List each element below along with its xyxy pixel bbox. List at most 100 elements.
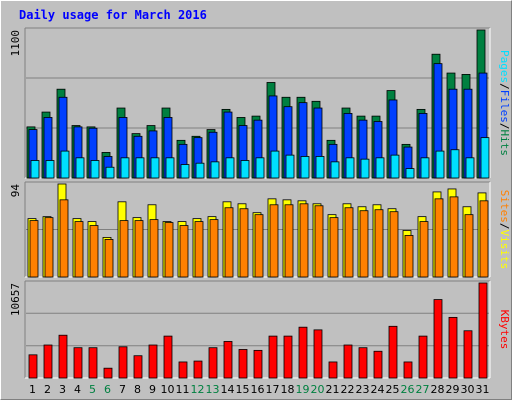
sites-bar-24: [374, 209, 384, 278]
sites-bar-23: [359, 210, 369, 278]
day-label-11: 11: [176, 383, 190, 396]
day-label-13: 13: [206, 383, 220, 396]
kbytes-bar-30: [463, 330, 473, 379]
pages-bar-23: [360, 158, 370, 179]
day-label-16: 16: [251, 383, 265, 396]
kbytes-bar-12: [193, 360, 203, 379]
kbytes-bar-14: [223, 341, 233, 379]
day-label-23: 23: [356, 383, 370, 396]
hits-legend-part-1: /: [498, 83, 511, 90]
pages-bar-12: [195, 162, 205, 179]
kbytes-bar-24: [373, 350, 383, 379]
pages-bar-22: [345, 157, 355, 179]
sites-bar-14: [224, 207, 234, 278]
day-label-9: 9: [149, 383, 156, 396]
day-label-15: 15: [236, 383, 250, 396]
day-label-18: 18: [281, 383, 295, 396]
pages-bar-24: [375, 157, 385, 179]
visits-legend-part-2: Visits: [498, 230, 511, 270]
kbytes-bar-9: [148, 344, 158, 379]
day-label-7: 7: [119, 383, 126, 396]
day-label-24: 24: [371, 383, 385, 396]
pages-bar-27: [420, 157, 430, 179]
kbytes-bar-6: [103, 367, 113, 379]
kbytes-bar-7: [118, 346, 128, 379]
pages-bar-26: [405, 168, 415, 179]
pages-bar-5: [90, 160, 100, 179]
kbytes-bar-22: [343, 344, 353, 379]
day-label-10: 10: [161, 383, 175, 396]
day-label-20: 20: [311, 383, 325, 396]
sites-bar-21: [329, 217, 339, 278]
kbytes-bar-20: [313, 329, 323, 379]
kbytes-bar-1: [28, 354, 38, 379]
pages-bar-3: [60, 150, 70, 179]
kbytes-bar-15: [238, 349, 248, 379]
kbytes-bar-3: [58, 334, 68, 379]
visits-legend: Sites/Visits: [498, 190, 511, 270]
hits-ymax-label: 1100: [9, 30, 22, 57]
kbytes-legend-part-0: KBytes: [498, 310, 511, 350]
pages-bar-29: [450, 149, 460, 179]
kbytes-bar-17: [268, 335, 278, 379]
pages-bar-21: [330, 161, 340, 179]
sites-bar-4: [74, 221, 84, 278]
hits-legend-part-2: Files: [498, 90, 511, 123]
sites-bar-29: [449, 196, 459, 278]
kbytes-bar-4: [73, 347, 83, 379]
kbytes-bar-27: [418, 335, 428, 379]
kbytes-bar-2: [43, 344, 53, 379]
sites-bar-31: [479, 200, 489, 278]
day-label-19: 19: [296, 383, 310, 396]
kbytes-bar-21: [328, 361, 338, 379]
hits-legend-part-4: Hits: [498, 130, 511, 157]
sites-bar-6: [104, 239, 114, 278]
kbytes-bar-26: [403, 361, 413, 379]
sites-bar-15: [239, 208, 249, 278]
sites-bar-16: [254, 214, 264, 278]
day-label-26: 26: [401, 383, 415, 396]
pages-bar-13: [210, 161, 220, 179]
sites-bar-19: [299, 203, 309, 278]
sites-bar-13: [209, 219, 219, 278]
pages-bar-6: [105, 166, 115, 179]
kbytes-bar-8: [133, 355, 143, 379]
day-label-30: 30: [461, 383, 475, 396]
pages-bar-28: [435, 150, 445, 179]
pages-bar-7: [120, 157, 130, 179]
sites-bar-5: [89, 225, 99, 278]
day-label-12: 12: [191, 383, 205, 396]
day-label-5: 5: [89, 383, 96, 396]
pages-bar-16: [255, 157, 265, 179]
day-label-31: 31: [476, 383, 490, 396]
kbytes-bar-18: [283, 335, 293, 379]
kbytes-bar-23: [358, 347, 368, 379]
day-label-1: 1: [29, 383, 36, 396]
sites-bar-8: [134, 220, 144, 278]
sites-bar-18: [284, 204, 294, 278]
kbytes-bar-31: [478, 282, 488, 379]
sites-bar-22: [344, 207, 354, 278]
sites-bar-20: [314, 205, 324, 278]
day-label-2: 2: [44, 383, 51, 396]
sites-bar-11: [179, 225, 189, 278]
day-label-21: 21: [326, 383, 340, 396]
sites-bar-27: [419, 221, 429, 278]
sites-bar-26: [404, 235, 414, 278]
kbytes-bar-28: [433, 299, 443, 379]
kbytes-bar-25: [388, 325, 398, 379]
day-label-3: 3: [59, 383, 66, 396]
sites-bar-17: [269, 204, 279, 278]
kbytes-legend: KBytes: [498, 310, 511, 350]
sites-bar-25: [389, 211, 399, 278]
pages-bar-4: [75, 157, 85, 179]
pages-bar-25: [390, 154, 400, 179]
pages-bar-1: [30, 160, 40, 179]
hits-legend-part-3: /: [498, 123, 511, 130]
visits-legend-part-1: /: [498, 223, 511, 230]
kbytes-bar-10: [163, 335, 173, 379]
hits-legend-part-0: Pages: [498, 50, 511, 83]
hits-legend: Pages/Files/Hits: [498, 50, 511, 156]
